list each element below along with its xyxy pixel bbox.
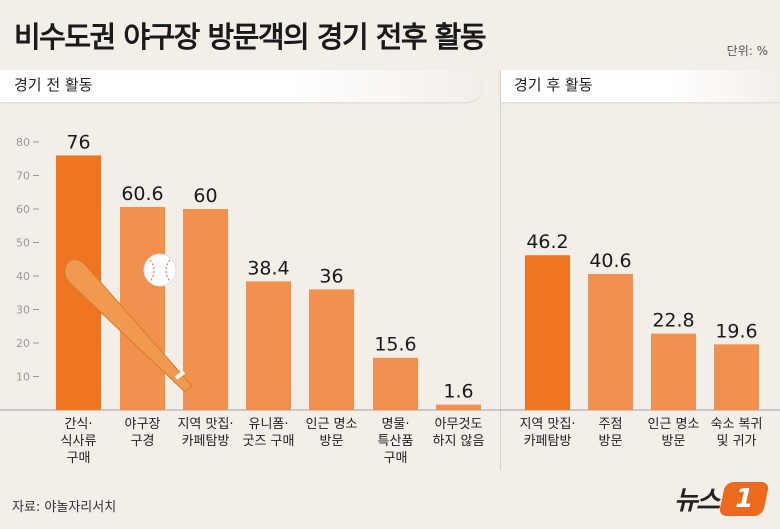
- y-tick-label: 30: [16, 304, 30, 317]
- category-label: 방문: [320, 434, 344, 449]
- category-label: 인근 명소: [648, 417, 700, 432]
- y-tick-label: 80: [16, 136, 30, 149]
- category-label: 구매: [67, 451, 91, 466]
- ball-stitches: [149, 259, 171, 283]
- divider: [500, 70, 501, 470]
- category-label: 명물·: [381, 417, 409, 432]
- category-label: 인근 명소: [306, 417, 358, 432]
- page-title: 비수도권 야구장 방문객의 경기 전후 활동: [14, 20, 487, 54]
- category-label: 및 귀가: [716, 434, 756, 449]
- data-label: 36: [319, 265, 343, 287]
- bar: [714, 344, 759, 410]
- category-label: 카페탐방: [524, 434, 572, 449]
- y-tick-label: 50: [16, 237, 30, 250]
- data-label: 15.6: [374, 334, 416, 356]
- category-label: 구매: [384, 451, 408, 466]
- data-label: 46.2: [526, 231, 568, 253]
- unit-label: 단위: %: [726, 44, 768, 58]
- bar: [120, 206, 165, 410]
- category-label: 간식·: [64, 417, 92, 432]
- data-label: 40.6: [589, 250, 631, 272]
- category-label: 카페탐방: [182, 434, 230, 449]
- category-label: 구경: [131, 434, 155, 449]
- category-label: 방문: [662, 434, 686, 449]
- data-label: 60: [193, 185, 217, 207]
- news1-logo: 뉴스 1: [674, 480, 770, 517]
- bar: [525, 255, 570, 410]
- data-label: 22.8: [652, 310, 694, 332]
- source: 자료: 야놀자리서치: [12, 500, 117, 515]
- bar: [651, 333, 696, 410]
- category-label: 하지 않음: [433, 434, 485, 449]
- data-label: 76: [66, 131, 90, 153]
- category-label: 지역 맛집·: [177, 417, 233, 432]
- y-tick-label: 60: [16, 203, 30, 216]
- bar: [436, 404, 481, 410]
- baseball-icon: [143, 253, 177, 287]
- y-tick-label: 40: [16, 270, 30, 283]
- category-label: 지역 맛집·: [519, 417, 575, 432]
- category-label: 숙소 복귀: [711, 417, 763, 432]
- category-label: 주점: [599, 417, 623, 432]
- category-label: 특산품: [378, 434, 414, 449]
- bat-grip: [174, 370, 186, 380]
- data-label: 1.6: [443, 381, 473, 403]
- category-label: 굿즈 구매: [243, 434, 295, 449]
- section-before: 경기 전 활동: [0, 70, 482, 102]
- bar: [373, 357, 418, 410]
- category-label: 방문: [599, 434, 623, 449]
- section-after: 경기 후 활동: [500, 70, 780, 102]
- data-label: 38.4: [247, 257, 289, 279]
- category-label: 유니폼·: [248, 417, 288, 432]
- bar: [183, 209, 228, 410]
- data-label: 60.6: [121, 183, 163, 205]
- bar: [246, 281, 291, 410]
- category-label: 야구장: [125, 417, 161, 432]
- bar: [309, 289, 354, 410]
- y-tick-label: 10: [16, 371, 30, 384]
- data-label: 19.6: [715, 320, 757, 342]
- y-tick-label: 70: [16, 170, 30, 183]
- bar: [588, 273, 633, 410]
- category-label: 아무것도: [435, 417, 483, 432]
- baseball-bat-icon: [64, 259, 193, 393]
- y-tick-label: 20: [16, 337, 30, 350]
- category-label: 식사류: [61, 434, 97, 449]
